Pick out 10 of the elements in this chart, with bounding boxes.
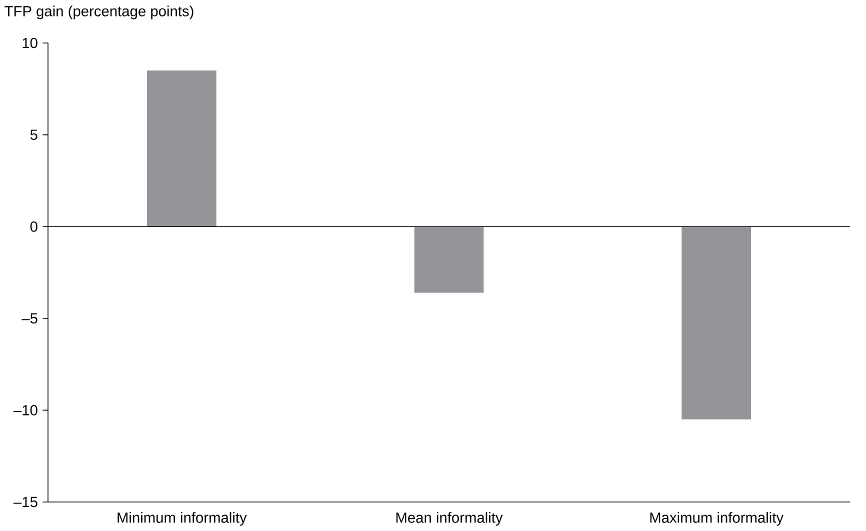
- y-tick-label: –10: [13, 405, 38, 416]
- x-tick-label: Maximum informality: [650, 512, 784, 526]
- y-tick-label: –5: [22, 313, 38, 324]
- y-tick-label: 10: [22, 38, 38, 48]
- y-axis-title: TFP gain (percentage points): [4, 6, 194, 20]
- y-tick-label: –15: [13, 496, 38, 508]
- y-tick-label: 5: [30, 130, 38, 140]
- y-tick-label: 0: [30, 221, 38, 232]
- x-tick-label: Mean informality: [396, 512, 503, 526]
- x-tick-label: Minimum informality: [118, 512, 247, 526]
